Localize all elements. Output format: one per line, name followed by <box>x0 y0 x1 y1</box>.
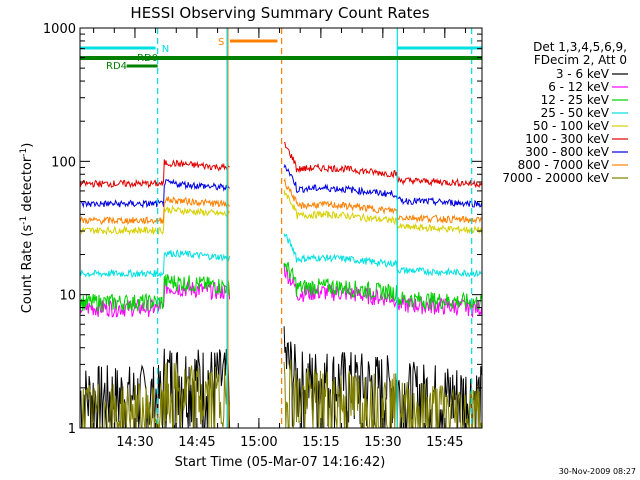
legend-entry-label: 6 - 12 keV <box>548 80 610 94</box>
x-tick-label: 15:00 <box>240 435 277 450</box>
legend-entry-label: 7000 - 20000 keV <box>502 171 609 185</box>
x-axis-label: Start Time (05-Mar-07 14:16:42) <box>175 455 386 470</box>
axes-layer: 1 10 100 1000 14:30 14:45 15:00 15:15 15:30 15:45 <box>43 22 482 450</box>
x-tick-label: 15:30 <box>364 435 401 450</box>
y-tick-label: 1000 <box>43 22 76 37</box>
legend-entry-label: 100 - 300 keV <box>525 132 609 146</box>
series-line-100-300keV <box>79 159 230 189</box>
legend: Det 1,3,4,5,6,9, FDecim 2, Att 0 3 - 6 k… <box>502 40 628 185</box>
footer-timestamp: 30-Nov-2009 08:27 <box>559 467 636 476</box>
series-line-800-7000keV <box>79 196 231 226</box>
legend-entry-label: 25 - 50 keV <box>541 106 610 120</box>
series-line-800-7000keV <box>283 177 482 225</box>
legend-entry-label: 800 - 7000 keV <box>518 158 610 172</box>
series-line-7000-20000keV <box>283 359 483 429</box>
flag-annotation-label: S <box>218 37 224 48</box>
y-axis-label: Count Rate (s-1 detector-1) <box>19 143 35 314</box>
flag-annotation-label: RD4 <box>106 61 127 72</box>
flag-annotation-label: N <box>162 44 169 55</box>
x-tick-label: 15:15 <box>302 435 339 450</box>
plot-frame <box>79 27 483 429</box>
series-line-7000-20000keV <box>79 362 231 430</box>
series-line-25-50keV <box>283 233 482 278</box>
legend-entry-label: 300 - 800 keV <box>525 145 609 159</box>
series-line-50-100keV <box>79 204 230 236</box>
legend-entry-label: 3 - 6 keV <box>556 67 610 81</box>
legend-entry-label: 50 - 100 keV <box>533 119 610 133</box>
series-line-12-25keV <box>79 274 231 313</box>
series-line-25-50keV <box>79 249 231 279</box>
data-layer: N RD0 RD4 S <box>79 28 483 430</box>
x-tick-label: 15:45 <box>426 435 463 450</box>
y-tick-label: 100 <box>51 155 76 170</box>
x-tick-label: 14:30 <box>116 435 153 450</box>
series-line-12-25keV <box>283 261 483 311</box>
y-tick-label: 10 <box>59 289 76 304</box>
x-tick-label: 14:45 <box>178 435 215 450</box>
series-line-100-300keV <box>283 141 483 189</box>
series-line-300-800keV <box>80 178 230 209</box>
series-line-300-800keV <box>283 163 483 208</box>
legend-header-line-2: FDecim 2, Att 0 <box>534 53 627 67</box>
legend-header-line-1: Det 1,3,4,5,6,9, <box>533 40 627 54</box>
chart-title: HESSI Observing Summary Count Rates <box>130 4 429 22</box>
series-line-50-100keV <box>283 189 483 235</box>
flag-annotation-label: RD0 <box>137 53 158 64</box>
y-tick-label: 1 <box>68 422 76 437</box>
legend-entry-label: 12 - 25 keV <box>541 93 610 107</box>
